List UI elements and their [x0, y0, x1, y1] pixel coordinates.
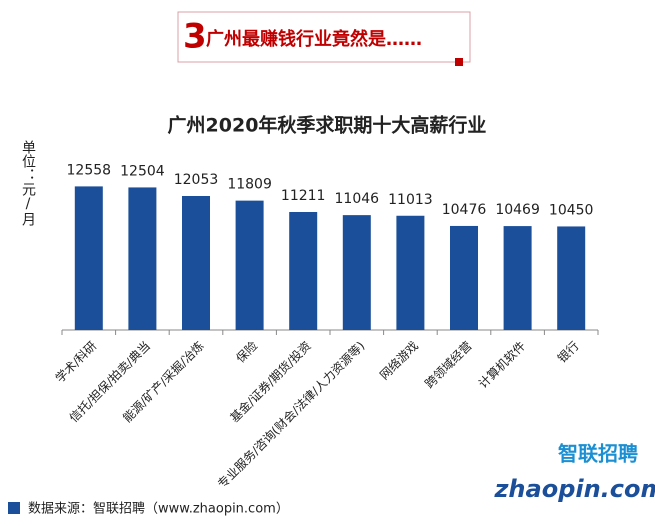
bar	[74, 186, 103, 330]
y-label: 单位：元/月	[20, 140, 36, 227]
x-tick-label: 网络游戏	[376, 338, 421, 383]
header-number: 3	[183, 17, 207, 57]
value-label: 12558	[67, 162, 112, 178]
bar	[289, 211, 318, 330]
x-tick-label: 计算机软件	[475, 338, 528, 391]
header-square	[455, 58, 463, 66]
bar	[450, 225, 478, 330]
bar	[342, 215, 371, 330]
value-label: 11809	[227, 177, 272, 193]
bar	[235, 200, 264, 330]
x-tick-label: 学术/科研	[52, 338, 99, 385]
bar	[503, 226, 532, 330]
value-label: 10469	[495, 202, 540, 218]
header-box	[177, 11, 471, 63]
bar	[128, 187, 157, 330]
value-label: 11013	[388, 192, 433, 208]
value-label: 10450	[549, 202, 594, 218]
logo-bottom: zhaopin.com	[493, 475, 655, 503]
chart-title: 广州2020年秋季求职期十大高薪行业	[168, 114, 487, 137]
x-tick-label: 银行	[555, 339, 582, 366]
footer-source: 数据来源：智联招聘（www.zhaopin.com）	[28, 502, 289, 517]
value-label: 11046	[335, 191, 380, 207]
footer-square	[8, 502, 20, 514]
bar	[557, 226, 586, 330]
header-title: 广州最赚钱行业竟然是……	[206, 28, 422, 50]
x-tick-label: 跨领域经营	[422, 339, 474, 391]
bar	[182, 195, 210, 330]
value-label: 12053	[174, 172, 219, 188]
value-label: 10476	[442, 202, 487, 218]
value-label: 11211	[281, 188, 326, 204]
bar	[396, 215, 425, 330]
value-label: 12504	[120, 163, 165, 179]
x-tick-label: 保险	[233, 338, 261, 366]
logo-top: 智联招聘	[558, 442, 638, 466]
